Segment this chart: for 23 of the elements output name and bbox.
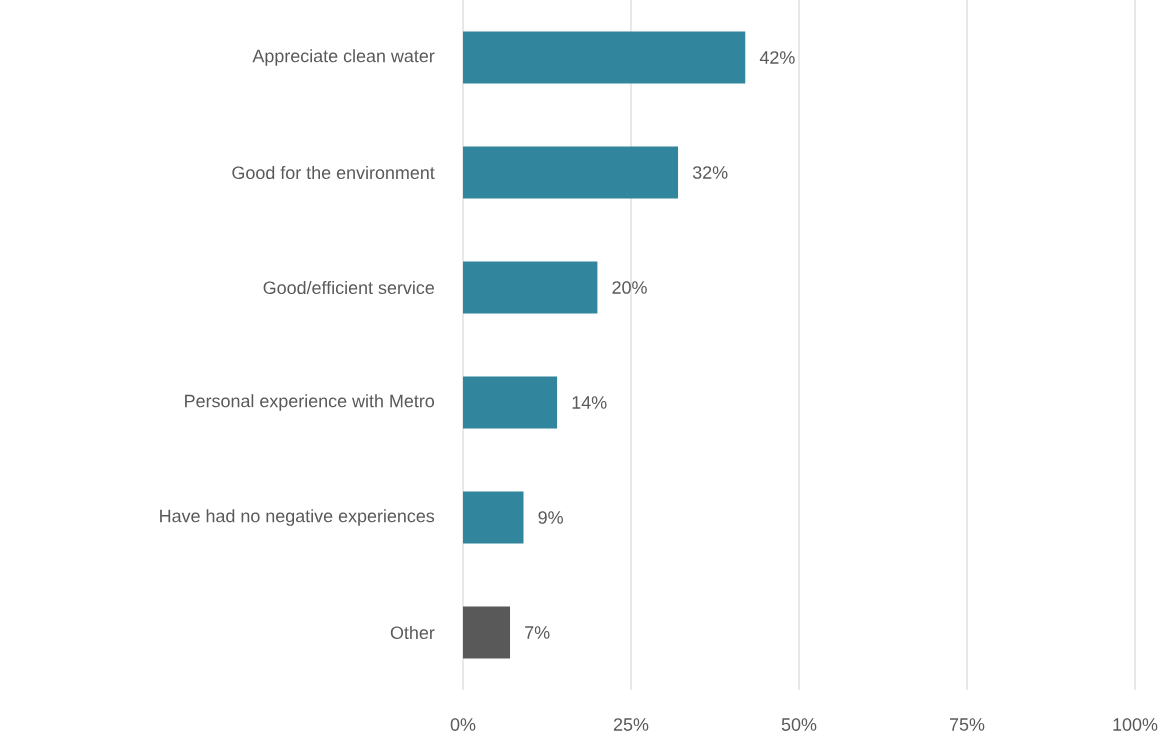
bar xyxy=(463,31,746,84)
x-tick-label: 75% xyxy=(949,718,985,731)
bar xyxy=(463,491,524,544)
x-tick-label: 100% xyxy=(1113,718,1158,731)
y-tick-label: Good for the environment xyxy=(232,165,435,180)
data-label: 20% xyxy=(612,281,647,294)
bar xyxy=(463,146,679,199)
bar xyxy=(463,606,511,659)
data-label: 32% xyxy=(692,166,728,179)
x-tick-label: 50% xyxy=(781,718,817,731)
data-label: 42% xyxy=(759,51,795,64)
y-tick-label: Have had no negative experiences xyxy=(160,509,435,526)
y-tick-label: Good/efficient service xyxy=(263,280,434,295)
y-tick-label: Personal experience with Metro xyxy=(185,394,435,411)
y-tick-label: Appreciate clean water xyxy=(252,49,435,66)
x-tick-label: 0% xyxy=(450,718,476,731)
data-label: 9% xyxy=(538,511,563,524)
bar xyxy=(463,261,598,314)
y-tick-label: Other xyxy=(390,625,435,640)
data-label: 7% xyxy=(525,626,550,639)
bar xyxy=(463,376,558,429)
data-label: 14% xyxy=(572,396,607,409)
x-tick-label: 25% xyxy=(613,718,649,731)
